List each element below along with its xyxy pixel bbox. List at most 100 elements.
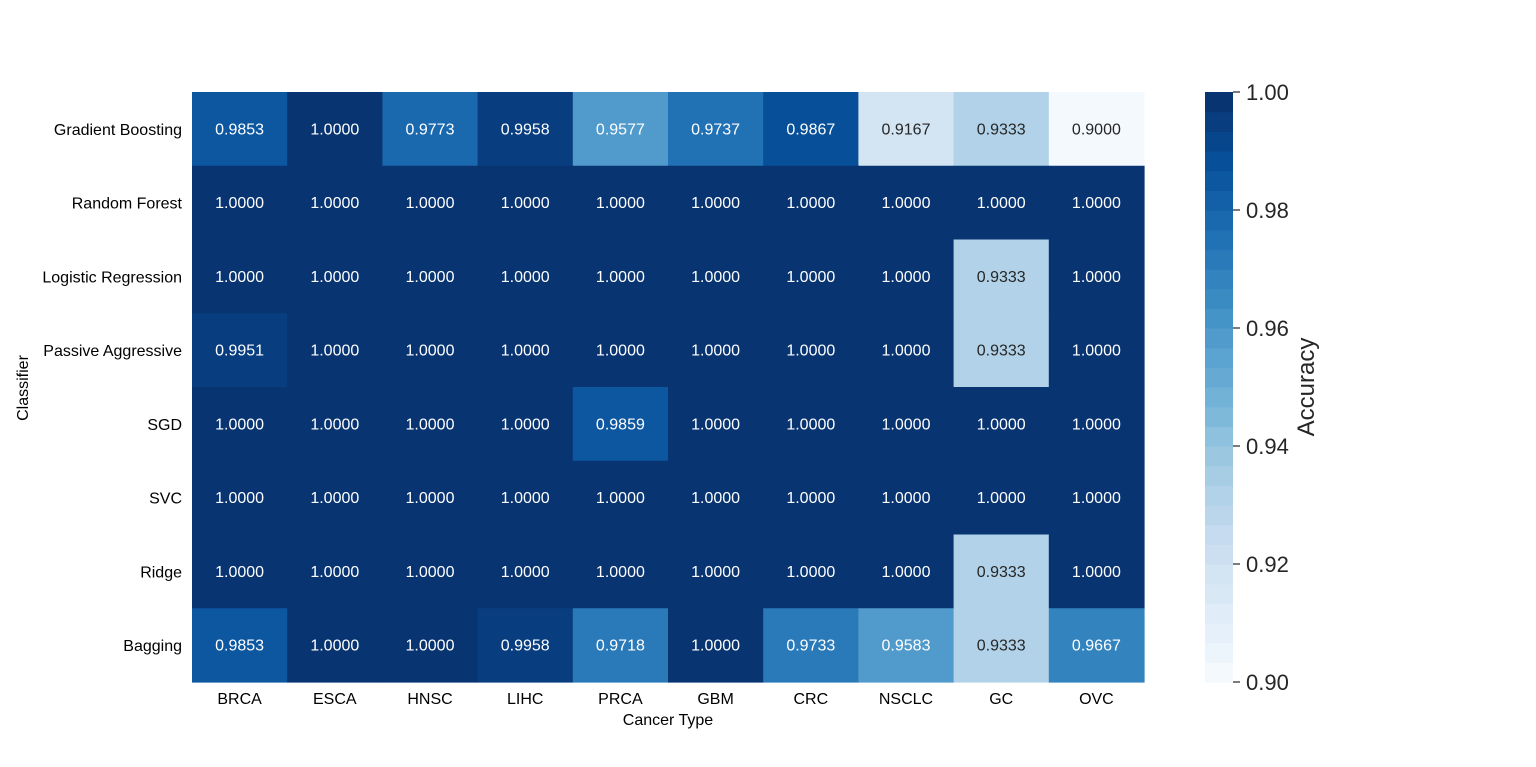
cell-value-label: 1.0000 <box>691 416 740 433</box>
heatmap-cell <box>858 387 955 462</box>
cell-value-label: 1.0000 <box>786 490 835 507</box>
colorbar-segment <box>1205 662 1233 683</box>
cell-value-label: 1.0000 <box>501 195 550 212</box>
colorbar-tick-label: 0.92 <box>1246 552 1289 577</box>
colorbar-segment <box>1205 328 1233 349</box>
heatmap-cell <box>192 239 288 314</box>
cell-value-label: 0.9333 <box>977 564 1026 581</box>
cell-value-label: 1.0000 <box>1072 269 1121 286</box>
x-tick-label: PRCA <box>598 691 643 708</box>
cell-value-label: 1.0000 <box>310 121 359 138</box>
heatmap-cell <box>858 313 955 388</box>
heatmap-cell <box>572 313 669 388</box>
heatmap-cell <box>763 608 859 683</box>
heatmap-cell <box>858 165 955 241</box>
heatmap-cell <box>572 165 669 241</box>
colorbar-segment <box>1205 229 1233 250</box>
colorbar-segment <box>1205 367 1233 388</box>
cell-value-label: 1.0000 <box>882 343 931 360</box>
heatmap-cell <box>572 239 669 314</box>
colorbar-segment <box>1205 564 1233 585</box>
heatmap-cell <box>192 534 288 609</box>
x-tick-label: GBM <box>697 691 733 708</box>
cell-value-label: 0.9333 <box>977 638 1026 655</box>
heatmap-cell <box>572 534 669 609</box>
colorbar-segment <box>1205 249 1233 270</box>
colorbar-segment <box>1205 406 1233 427</box>
cell-value-label: 1.0000 <box>786 343 835 360</box>
cell-value-label: 1.0000 <box>691 343 740 360</box>
heatmap-cell <box>287 534 383 609</box>
cell-value-label: 1.0000 <box>501 269 550 286</box>
cell-value-label: 0.9958 <box>501 121 550 138</box>
heatmap-cell <box>192 165 288 241</box>
cell-value-label: 1.0000 <box>882 564 931 581</box>
colorbar-segment <box>1205 524 1233 545</box>
colorbar-segment <box>1205 210 1233 231</box>
cells-layer <box>192 92 1145 683</box>
heatmap-cell <box>1048 608 1145 683</box>
heatmap-cell <box>668 165 764 241</box>
heatmap-cell <box>858 92 955 167</box>
x-tick-label: OVC <box>1079 691 1114 708</box>
colorbar-segment <box>1205 288 1233 309</box>
heatmap-cell <box>572 387 669 462</box>
colorbar-tick-label: 0.90 <box>1246 670 1289 695</box>
heatmap-cell <box>1048 165 1145 241</box>
cell-value-label: 0.9667 <box>1072 638 1121 655</box>
cell-value-label: 1.0000 <box>1072 195 1121 212</box>
heatmap-cell <box>953 387 1050 462</box>
cell-value-label: 1.0000 <box>310 195 359 212</box>
cell-value-label: 0.9859 <box>596 416 645 433</box>
heatmap-cell <box>477 239 574 314</box>
cell-value-label: 1.0000 <box>882 416 931 433</box>
heatmap-cell <box>763 387 859 462</box>
cell-value-label: 1.0000 <box>786 269 835 286</box>
colorbar-tick-label: 1.00 <box>1246 80 1289 105</box>
cell-value-label: 1.0000 <box>406 269 455 286</box>
heatmap-cell <box>572 92 669 167</box>
cell-value-label: 1.0000 <box>215 490 264 507</box>
cell-value-label: 0.9333 <box>977 121 1026 138</box>
heatmap-cell <box>192 387 288 462</box>
cell-value-label: 0.9853 <box>215 638 264 655</box>
cell-value-label: 1.0000 <box>786 564 835 581</box>
colorbar <box>1205 92 1233 683</box>
colorbar-segment <box>1205 190 1233 211</box>
heatmap-cell <box>192 313 288 388</box>
heatmap-cell <box>287 608 383 683</box>
heatmap-cell <box>572 608 669 683</box>
heatmap-cell <box>763 239 859 314</box>
heatmap-cell <box>763 313 859 388</box>
cell-value-label: 0.9958 <box>501 638 550 655</box>
heatmap-cell <box>477 460 574 536</box>
colorbar-segment <box>1205 131 1233 152</box>
heatmap-cell <box>477 534 574 609</box>
cell-value-label: 1.0000 <box>1072 490 1121 507</box>
heatmap-cell <box>953 313 1050 388</box>
cell-value-label: 1.0000 <box>215 416 264 433</box>
colorbar-tick-labels: 1.00 0.98 0.96 0.94 0.92 0.90 <box>1233 80 1289 695</box>
x-axis-label: Cancer Type <box>623 712 714 729</box>
cell-value-label: 1.0000 <box>882 490 931 507</box>
colorbar-segment <box>1205 642 1233 663</box>
heatmap-cell <box>668 239 764 314</box>
x-tick-label: CRC <box>793 691 828 708</box>
cell-value-label: 1.0000 <box>1072 416 1121 433</box>
cell-value-label: 1.0000 <box>406 343 455 360</box>
cell-value-label: 1.0000 <box>882 195 931 212</box>
colorbar-segment <box>1205 111 1233 132</box>
y-tick-label: SVC <box>149 491 182 508</box>
heatmap-cell <box>858 460 955 536</box>
heatmap-cell <box>1048 387 1145 462</box>
cell-value-label: 1.0000 <box>501 564 550 581</box>
heatmap-cell <box>668 534 764 609</box>
heatmap-cell <box>287 92 383 167</box>
cell-value-label: 0.9577 <box>596 121 645 138</box>
heatmap-cell <box>1048 460 1145 536</box>
heatmap-cell <box>477 313 574 388</box>
cell-value-label: 1.0000 <box>310 416 359 433</box>
cell-value-label: 1.0000 <box>596 490 645 507</box>
heatmap-cell <box>763 460 859 536</box>
